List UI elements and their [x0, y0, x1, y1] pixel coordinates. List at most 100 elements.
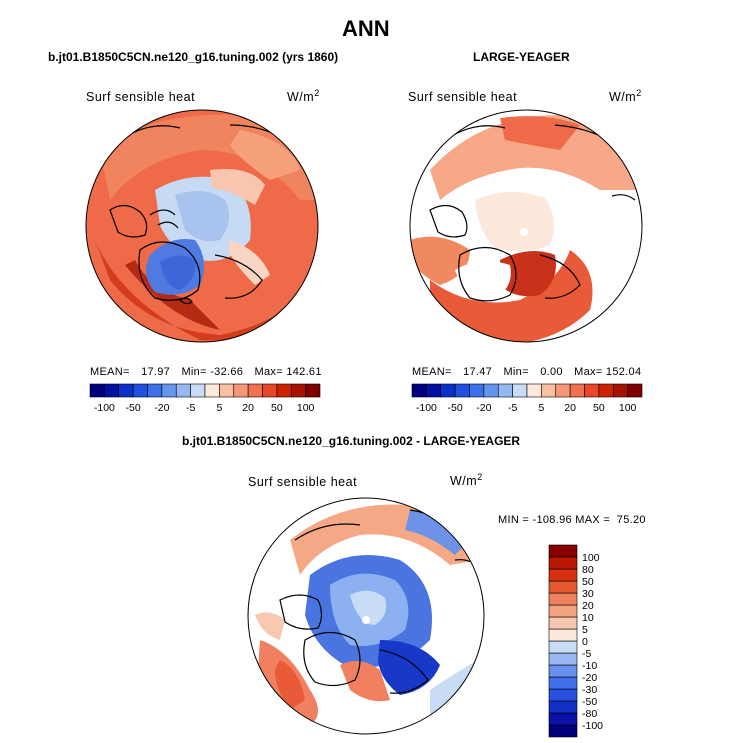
map-1-outline: [85, 109, 319, 343]
colorbar-2-swatch: [454, 383, 470, 398]
colorbar-2-tick-label: 50: [593, 402, 605, 414]
colorbar-3-tick-label: -20: [582, 672, 597, 684]
colorbar-1-tick-label: -20: [154, 402, 169, 414]
colorbar-3-swatch: [548, 712, 578, 726]
panel-2-min-label: Min=: [503, 366, 529, 378]
colorbar-2-tick-label: -50: [448, 402, 463, 414]
panel-2-stats: MEAN= 17.47 Min= 0.00 Max= 152.04: [412, 366, 641, 378]
colorbar-2-swatch: [411, 383, 427, 398]
colorbar-1-tick-label: 50: [271, 402, 283, 414]
colorbar-3-swatch: [548, 556, 578, 570]
panel-1-min-value: -32.66: [210, 366, 244, 378]
panel-2-max-label: Max=: [574, 366, 603, 378]
colorbar-3-tick-label: -50: [582, 696, 597, 708]
panel-1-header: b.jt01.B1850C5CN.ne120_g16.tuning.002 (y…: [48, 50, 339, 64]
colorbar-3-tick-label: 5: [582, 624, 588, 636]
colorbar-1-tick-label: -5: [186, 402, 195, 414]
colorbar-2-swatch: [469, 383, 485, 398]
diff-units-base: W/m: [450, 474, 478, 489]
diff-field-label: Surf sensible heat: [248, 475, 358, 489]
panel-1-max-value: 142.61: [286, 366, 322, 378]
colorbar-3-swatch: [548, 664, 578, 678]
colorbar-1-swatch: [233, 383, 249, 398]
colorbar-3-swatch: [548, 676, 578, 690]
colorbar-2-swatch: [541, 383, 557, 398]
colorbar-1-swatch: [175, 383, 191, 398]
colorbar-1-swatch: [161, 383, 177, 398]
colorbar-2-tick-label: 100: [619, 402, 637, 414]
colorbar-3-swatch: [548, 640, 578, 654]
colorbar-1-tick-label: -100: [94, 402, 115, 414]
colorbar-1-swatch: [276, 383, 292, 398]
map-3-pole: [362, 616, 370, 624]
panel-1-units: W/m2: [287, 88, 320, 104]
diff-units: W/m2: [450, 472, 483, 488]
colorbar-2: -100 -50 -20 -5 5 20 50 100: [411, 383, 643, 414]
colorbar-1-swatch: [104, 383, 120, 398]
colorbar-1-swatch: [305, 383, 321, 398]
map-3-outline: [247, 497, 485, 735]
panel-2-units: W/m2: [609, 88, 642, 104]
panel-1-stats: MEAN= 17.97 Min= -32.66 Max= 142.61: [90, 366, 322, 378]
colorbar-1: -100 -50 -20 -5 5 20 50 100: [89, 383, 321, 414]
panel-2-mean-value: 17.47: [463, 366, 493, 378]
panel-1-mean-value: 17.97: [141, 366, 171, 378]
colorbar-3-swatch: [548, 628, 578, 642]
colorbar-3-tick-label: 0: [582, 636, 588, 648]
panel-2-header: LARGE-YEAGER: [473, 50, 570, 64]
colorbar-1-swatch: [247, 383, 263, 398]
colorbar-3-tick-label: -5: [582, 648, 591, 660]
panel-1-units-exp: 2: [314, 88, 320, 98]
panel-1-units-base: W/m: [287, 90, 315, 105]
colorbar-3-tick-label: 80: [582, 564, 594, 576]
panel-2-min-value: 0.00: [540, 366, 563, 378]
panel-1-min-label: Min=: [181, 366, 207, 378]
colorbar-1-tick-label: 100: [297, 402, 315, 414]
panel-1-max-label: Max=: [254, 366, 283, 378]
colorbar-3-swatch: [548, 688, 578, 702]
colorbar-3-swatch: [548, 700, 578, 714]
colorbar-1-tick-label: 20: [242, 402, 254, 414]
colorbar-1-swatch: [204, 383, 220, 398]
colorbar-1-swatch: [290, 383, 306, 398]
colorbar-3-tick-label: -30: [582, 684, 597, 696]
colorbar-2-swatch: [627, 383, 643, 398]
colorbar-3-swatch: [548, 544, 578, 558]
colorbar-3-tick-label: 10: [582, 612, 594, 624]
panel-2-field-label: Surf sensible heat: [408, 90, 518, 104]
colorbar-2-swatch: [526, 383, 542, 398]
colorbar-2-tick-label: -100: [416, 402, 437, 414]
colorbar-2-tick-label: 5: [538, 402, 544, 414]
panel-2-max-value: 152.04: [605, 366, 642, 378]
colorbar-1-tick-label: 5: [216, 402, 222, 414]
map-1-fill: [86, 110, 318, 342]
map-3-fill: [248, 498, 484, 734]
diff-units-exp: 2: [477, 472, 483, 482]
panel-2-units-exp: 2: [636, 88, 642, 98]
colorbar-3-tick-label: -10: [582, 660, 597, 672]
colorbar-3-swatch: [548, 580, 578, 594]
colorbar-1-swatch: [147, 383, 163, 398]
panel-2-units-base: W/m: [609, 90, 637, 105]
colorbar-3-tick-label: 100: [582, 552, 600, 564]
colorbar-2-swatch: [555, 383, 571, 398]
colorbar-3-tick-label: -100: [582, 720, 603, 732]
panel-1-field-label: Surf sensible heat: [86, 90, 196, 104]
colorbar-2-tick-label: 20: [564, 402, 576, 414]
colorbar-1-swatch: [262, 383, 278, 398]
map-2-outline: [409, 109, 643, 343]
colorbar-1-swatch: [219, 383, 235, 398]
colorbar-1-tick-label: -50: [126, 402, 141, 414]
colorbar-2-swatch: [598, 383, 614, 398]
colorbar-3-tick-label: 20: [582, 600, 594, 612]
colorbar-2-swatch: [612, 383, 628, 398]
diff-header: b.jt01.B1850C5CN.ne120_g16.tuning.002 - …: [182, 434, 521, 448]
colorbar-3-swatch: [548, 604, 578, 618]
page-title: ANN: [342, 16, 390, 41]
colorbar-3-swatch: [548, 652, 578, 666]
colorbar-2-swatch: [512, 383, 528, 398]
colorbar-1-swatch: [132, 383, 148, 398]
colorbar-1-swatch: [89, 383, 105, 398]
